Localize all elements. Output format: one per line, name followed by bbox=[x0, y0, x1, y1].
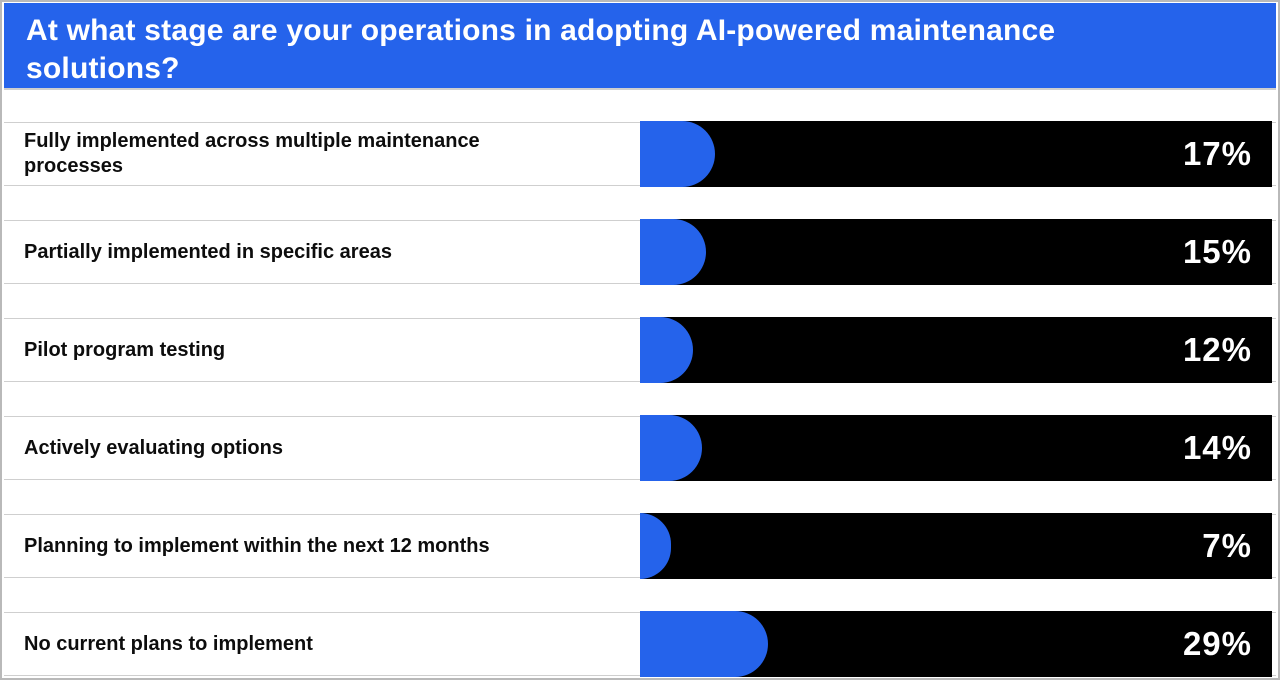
bar-fill bbox=[640, 121, 715, 187]
bar-label: Planning to implement within the next 12… bbox=[24, 534, 490, 557]
bar-row-actively-evaluating: Actively evaluating options 14% bbox=[4, 415, 1276, 481]
bar-value-label: 29% bbox=[1182, 625, 1252, 662]
question-header: At what stage are your operations in ado… bbox=[4, 3, 1276, 90]
bar-value-label: 7% bbox=[1202, 527, 1252, 564]
bar-track: 15% bbox=[640, 219, 1272, 285]
bar-row-partially-implemented: Partially implemented in specific areas … bbox=[4, 219, 1276, 285]
question-title: At what stage are your operations in ado… bbox=[26, 14, 1056, 85]
bar-track: 7% bbox=[640, 513, 1272, 579]
bar-track: 29% bbox=[640, 611, 1272, 677]
bar-value-label: 12% bbox=[1182, 331, 1252, 368]
bar-label: Pilot program testing bbox=[24, 338, 226, 361]
bar-track: 12% bbox=[640, 317, 1272, 383]
bar-label: Partially implemented in specific areas bbox=[24, 240, 392, 263]
bar-row-pilot-program: Pilot program testing 12% bbox=[4, 317, 1276, 383]
bar-track: 14% bbox=[640, 415, 1272, 481]
bar-label: Actively evaluating options bbox=[24, 436, 283, 459]
bar-row-fully-implemented: Fully implemented across multiple mainte… bbox=[4, 121, 1276, 187]
bar-fill bbox=[640, 513, 671, 579]
bar-label: No current plans to implement bbox=[24, 632, 313, 655]
bar-fill bbox=[640, 415, 702, 481]
bar-label: Fully implemented across multiple mainte… bbox=[24, 130, 480, 177]
bar-row-planning-12-months: Planning to implement within the next 12… bbox=[4, 513, 1276, 579]
bar-row-no-current-plans: No current plans to implement 29% bbox=[4, 611, 1276, 677]
bar-value-label: 15% bbox=[1182, 233, 1252, 270]
bar-fill bbox=[640, 611, 768, 677]
bar-track: 17% bbox=[640, 121, 1272, 187]
bar-value-label: 17% bbox=[1182, 135, 1252, 172]
bar-fill bbox=[640, 317, 693, 383]
bar-fill bbox=[640, 219, 706, 285]
bar-value-label: 14% bbox=[1182, 429, 1252, 466]
